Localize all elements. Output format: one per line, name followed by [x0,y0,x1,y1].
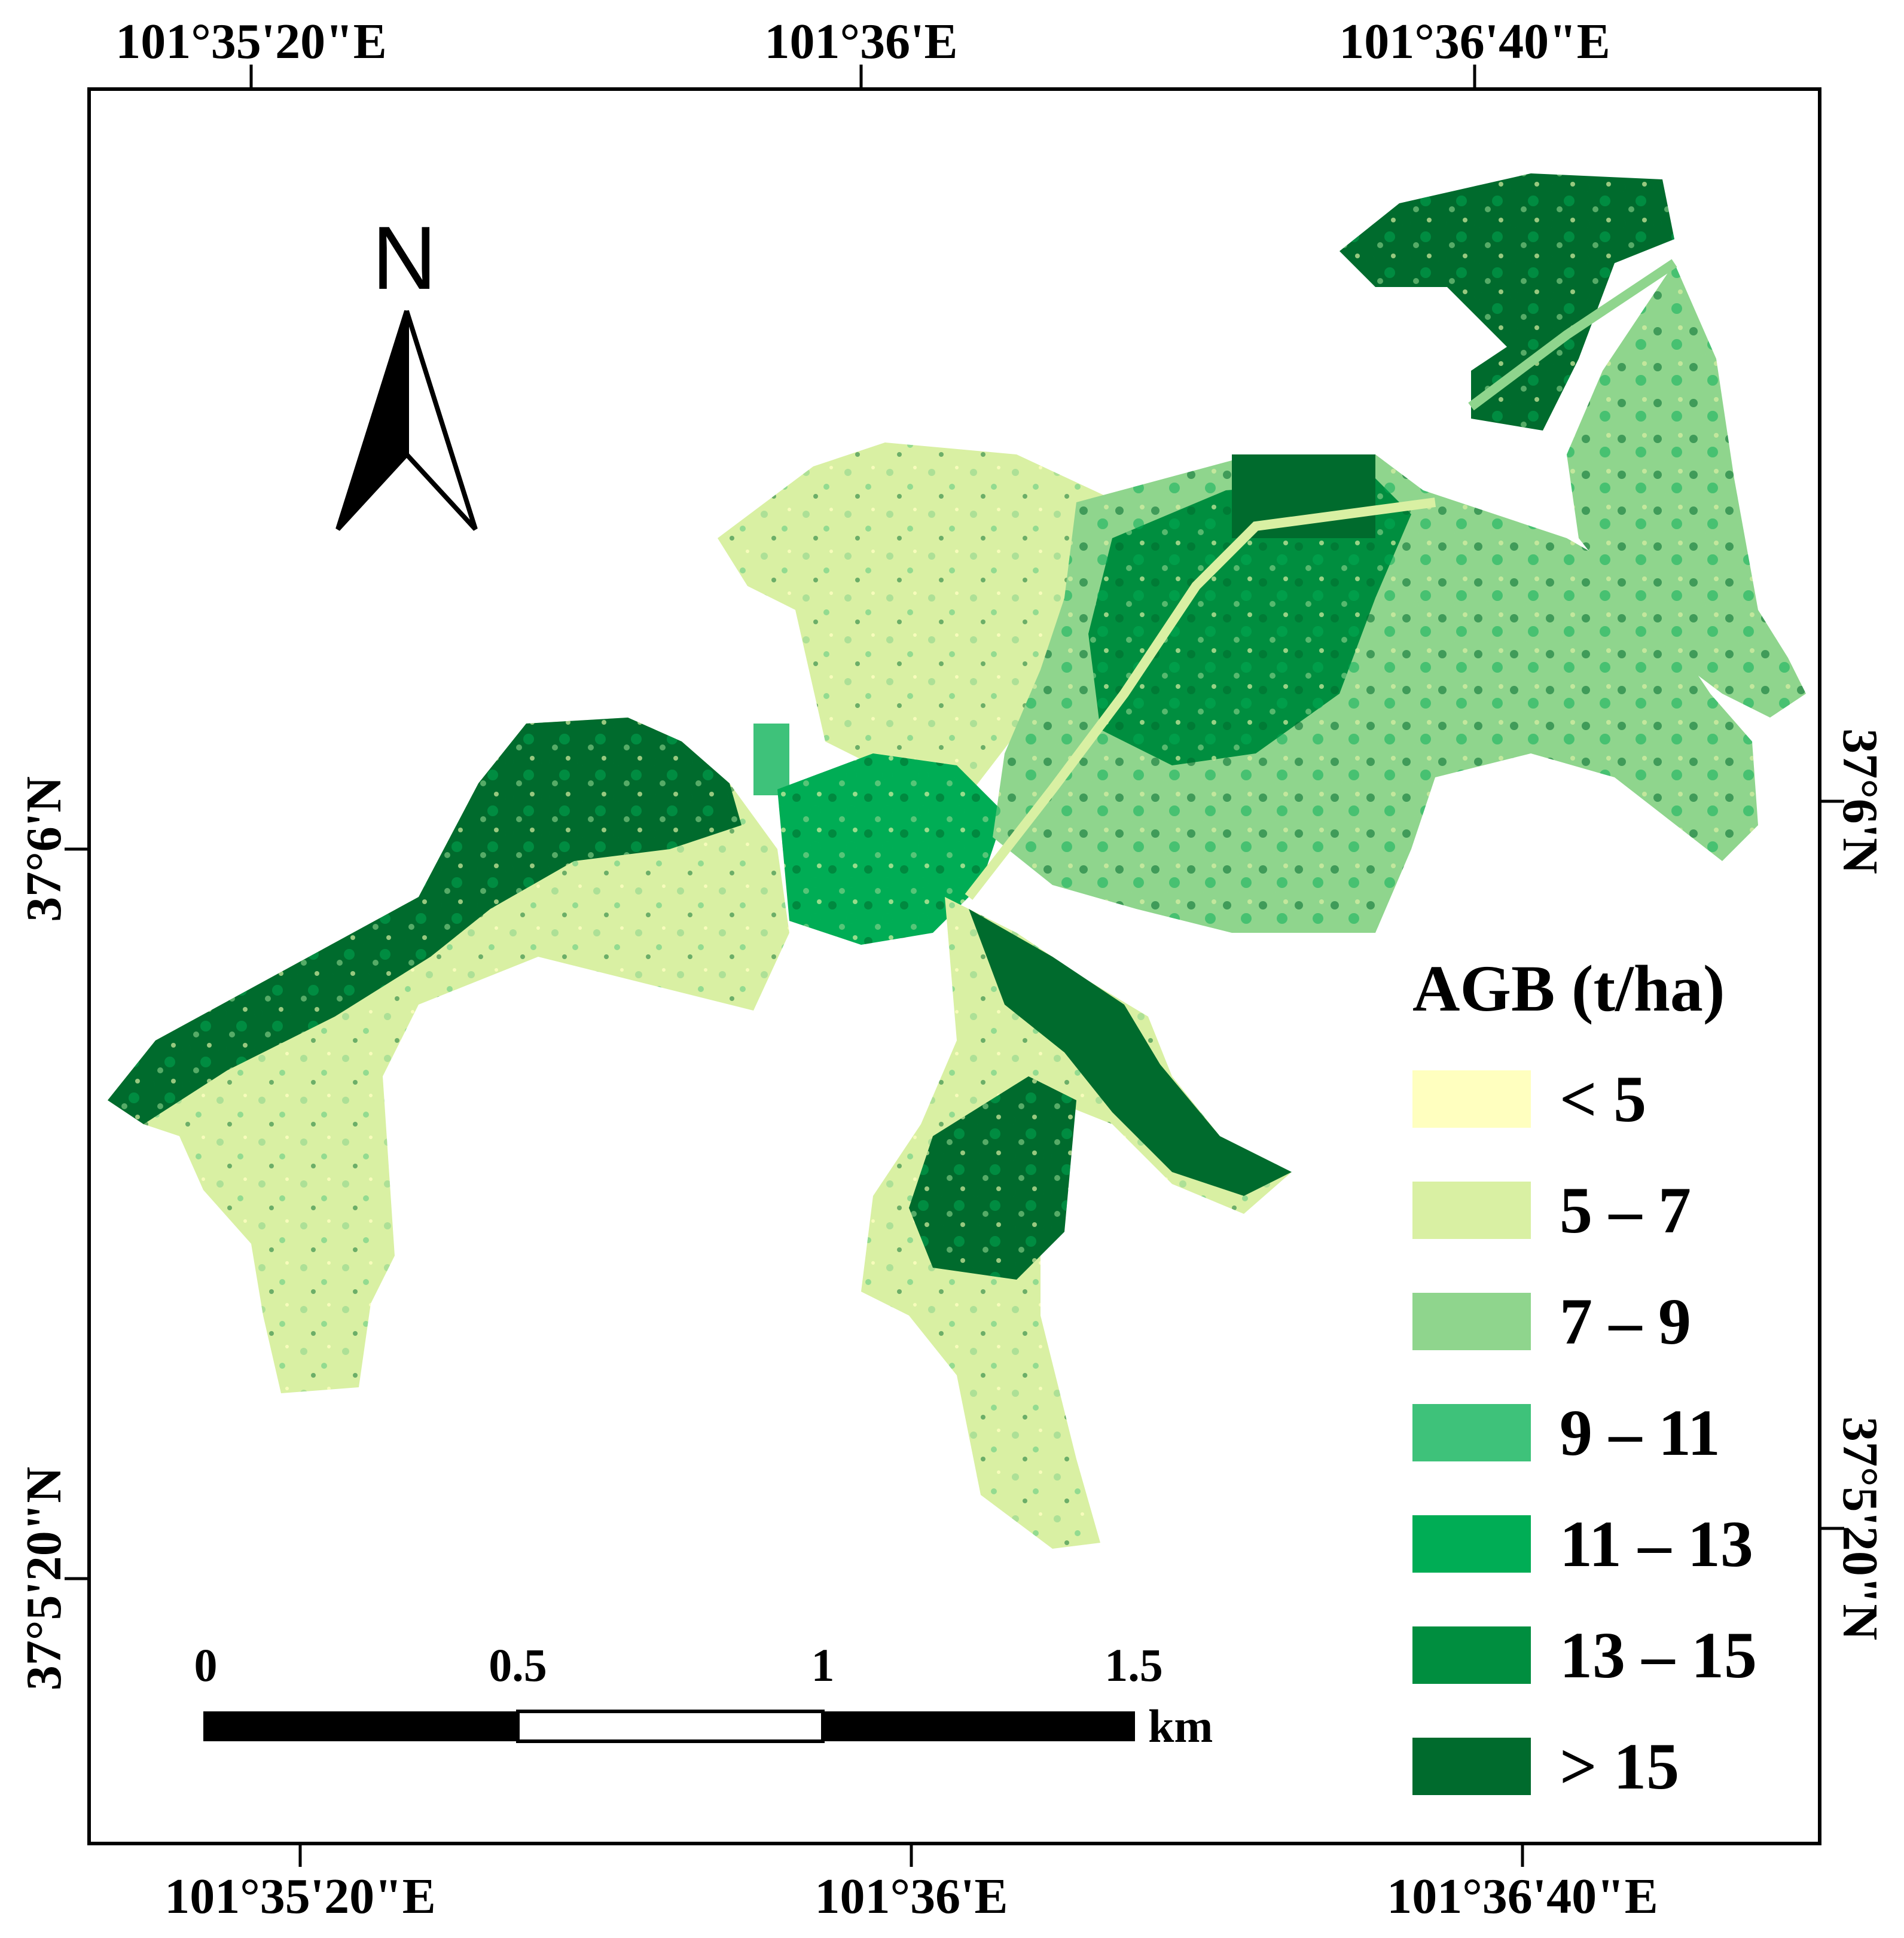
bottom-longitude-label-2: 101°36'E [814,1869,1008,1924]
legend-item: 7 – 9 [1412,1289,1691,1354]
scale-unit-label: km [1148,1700,1213,1752]
north-arrow-label: N [372,207,437,308]
bottom-longitude-label-3: 101°36'40"E [1387,1869,1658,1924]
map-frame [87,87,1821,1845]
scale-label-0: 0 [194,1639,218,1691]
north-arrow-icon [335,310,478,531]
legend-item: > 15 [1412,1733,1679,1799]
scale-label-0-5: 0.5 [489,1639,547,1691]
legend-swatch [1412,1515,1531,1573]
scale-label-1-5: 1.5 [1104,1639,1163,1691]
legend-item: 9 – 11 [1412,1400,1720,1466]
legend-item: 11 – 13 [1412,1511,1753,1577]
legend-label: 9 – 11 [1560,1396,1720,1469]
legend-swatch [1412,1738,1531,1795]
graticule-ticks [65,65,1844,1867]
bottom-longitude-label-1: 101°35'20"E [164,1869,436,1924]
agb-raster-map [108,173,1806,1549]
legend-label: 5 – 7 [1560,1174,1691,1247]
top-longitude-label-1: 101°35'20"E [115,14,387,69]
legend-title: AGB (t/ha) [1412,952,1725,1025]
top-longitude-label-2: 101°36'E [764,14,958,69]
legend-label: 11 – 13 [1560,1507,1753,1580]
legend-item: 13 – 15 [1412,1622,1757,1688]
legend-swatch [1412,1182,1531,1239]
legend-label: 7 – 9 [1560,1285,1691,1358]
legend-swatch [1412,1070,1531,1128]
legend-label: 13 – 15 [1560,1619,1757,1692]
legend-swatch [1412,1293,1531,1350]
scale-bar [203,1710,1135,1743]
legend-swatch [1412,1404,1531,1461]
legend-label: > 15 [1560,1730,1680,1803]
legend-item: < 5 [1412,1066,1646,1132]
legend-swatch [1412,1626,1531,1684]
legend-label: < 5 [1560,1063,1647,1136]
top-longitude-label-3: 101°36'40"E [1339,14,1610,69]
legend-item: 5 – 7 [1412,1177,1691,1243]
scale-label-1: 1 [811,1639,835,1691]
